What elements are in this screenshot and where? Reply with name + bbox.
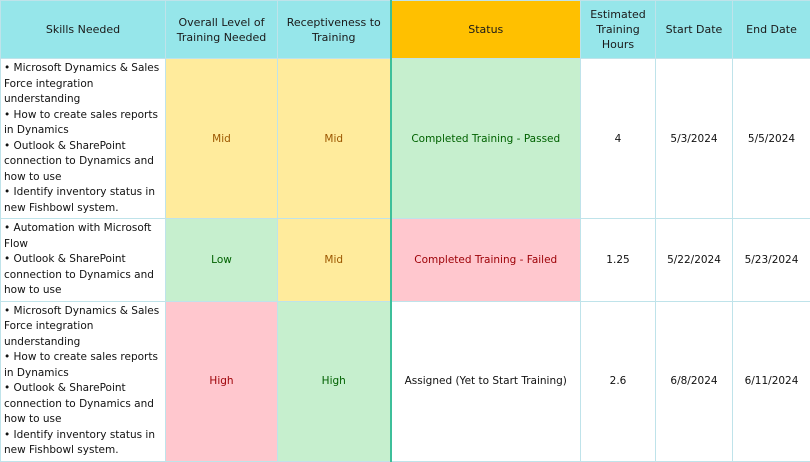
table-row: • Microsoft Dynamics & Sales Force integ… — [1, 301, 810, 461]
hours-cell[interactable]: 2.6 — [581, 301, 656, 461]
table-row: • Microsoft Dynamics & Sales Force integ… — [1, 59, 810, 219]
skills-cell[interactable]: • Automation with Microsoft Flow • Outlo… — [1, 219, 166, 302]
header-status[interactable]: Status — [391, 1, 581, 59]
receptiveness-cell[interactable]: Mid — [278, 59, 391, 219]
hours-cell[interactable]: 4 — [581, 59, 656, 219]
skill-item: • Outlook & SharePoint connection to Dyn… — [4, 252, 162, 299]
end-date-cell[interactable]: 5/23/2024 — [733, 219, 810, 302]
start-date-cell[interactable]: 5/3/2024 — [656, 59, 733, 219]
skill-item: • Outlook & SharePoint connection to Dyn… — [4, 139, 162, 186]
start-date-cell[interactable]: 5/22/2024 — [656, 219, 733, 302]
header-hours[interactable]: Estimated Training Hours — [581, 1, 656, 59]
table-row: • Automation with Microsoft Flow • Outlo… — [1, 219, 810, 302]
overall-level-cell[interactable]: Mid — [166, 59, 278, 219]
skill-item: • Microsoft Dynamics & Sales Force integ… — [4, 61, 162, 108]
receptiveness-cell[interactable]: Mid — [278, 219, 391, 302]
overall-level-cell[interactable]: Low — [166, 219, 278, 302]
hours-cell[interactable]: 1.25 — [581, 219, 656, 302]
header-receptiveness[interactable]: Receptiveness to Training — [278, 1, 391, 59]
status-cell[interactable]: Completed Training - Failed — [391, 219, 581, 302]
skill-item: • Automation with Microsoft Flow — [4, 221, 162, 252]
skill-item: • Identify inventory status in new Fishb… — [4, 428, 162, 459]
skills-cell[interactable]: • Microsoft Dynamics & Sales Force integ… — [1, 59, 166, 219]
skills-cell[interactable]: • Microsoft Dynamics & Sales Force integ… — [1, 301, 166, 461]
skill-item: • How to create sales reports in Dynamic… — [4, 350, 162, 381]
end-date-cell[interactable]: 5/5/2024 — [733, 59, 810, 219]
header-start-date[interactable]: Start Date — [656, 1, 733, 59]
end-date-cell[interactable]: 6/11/2024 — [733, 301, 810, 461]
skill-item: • Outlook & SharePoint connection to Dyn… — [4, 381, 162, 428]
header-row: Skills Needed Overall Level of Training … — [1, 1, 810, 59]
skill-item: • Identify inventory status in new Fishb… — [4, 185, 162, 216]
skill-item: • How to create sales reports in Dynamic… — [4, 108, 162, 139]
header-end-date[interactable]: End Date — [733, 1, 810, 59]
start-date-cell[interactable]: 6/8/2024 — [656, 301, 733, 461]
status-cell[interactable]: Assigned (Yet to Start Training) — [391, 301, 581, 461]
receptiveness-cell[interactable]: High — [278, 301, 391, 461]
overall-level-cell[interactable]: High — [166, 301, 278, 461]
header-overall-level[interactable]: Overall Level of Training Needed — [166, 1, 278, 59]
skill-item: • Microsoft Dynamics & Sales Force integ… — [4, 304, 162, 351]
header-skills[interactable]: Skills Needed — [1, 1, 166, 59]
status-cell[interactable]: Completed Training - Passed — [391, 59, 581, 219]
